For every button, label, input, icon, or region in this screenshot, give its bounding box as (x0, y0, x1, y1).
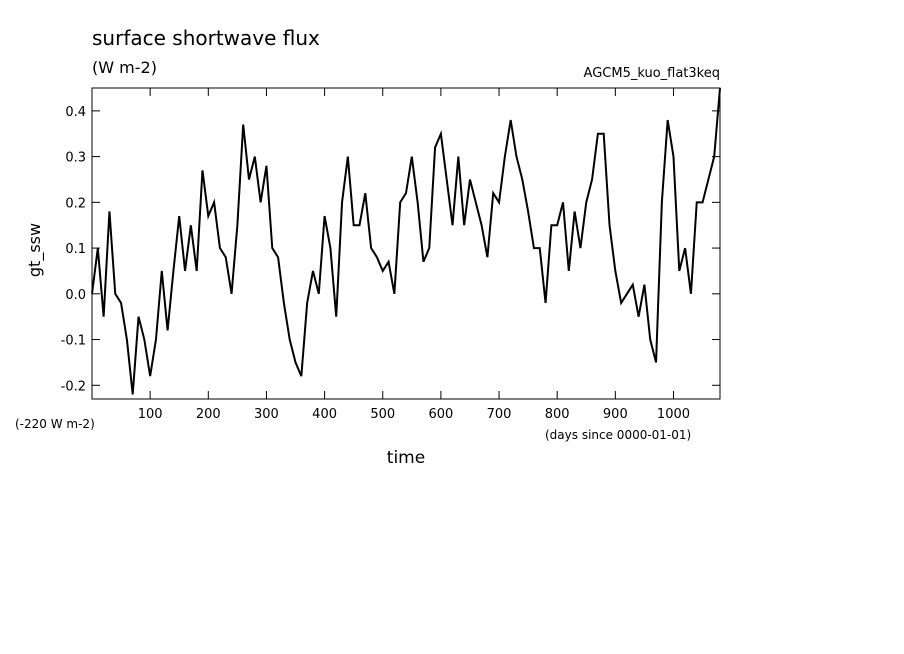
annotation: AGCM5_kuo_flat3keq (584, 66, 720, 81)
x-units-label: (days since 0000-01-01) (545, 428, 691, 442)
x-tick-label: 400 (312, 407, 337, 422)
chart-title: surface shortwave flux (92, 26, 320, 50)
y-tick-label: 0.2 (65, 196, 86, 211)
x-tick-label: 700 (487, 407, 512, 422)
x-tick-label: 800 (545, 407, 570, 422)
x-axis-label: time (387, 448, 425, 468)
y-tick-label: -0.2 (61, 379, 86, 394)
x-tick-label: 600 (428, 407, 453, 422)
y-tick-label: -0.1 (61, 334, 86, 349)
data-line (91, 87, 721, 395)
y-tick-label: 0.3 (65, 151, 86, 166)
y-offset-label: (-220 W m-2) (15, 417, 95, 431)
y-tick-label: 0.1 (65, 242, 86, 257)
x-tick-label: 100 (138, 407, 163, 422)
y-tick-label: 0.4 (65, 105, 86, 120)
x-tick-label: 900 (603, 407, 628, 422)
x-tick-label: 200 (196, 407, 221, 422)
y-tick-label: 0.0 (65, 288, 86, 303)
y-axis-label: gt_ssw (25, 223, 45, 277)
x-tick-label: 300 (254, 407, 279, 422)
chart-subtitle: (W m-2) (92, 58, 157, 77)
x-tick-label: 1000 (657, 407, 690, 422)
plot-frame (91, 87, 721, 400)
x-tick-label: 500 (370, 407, 395, 422)
